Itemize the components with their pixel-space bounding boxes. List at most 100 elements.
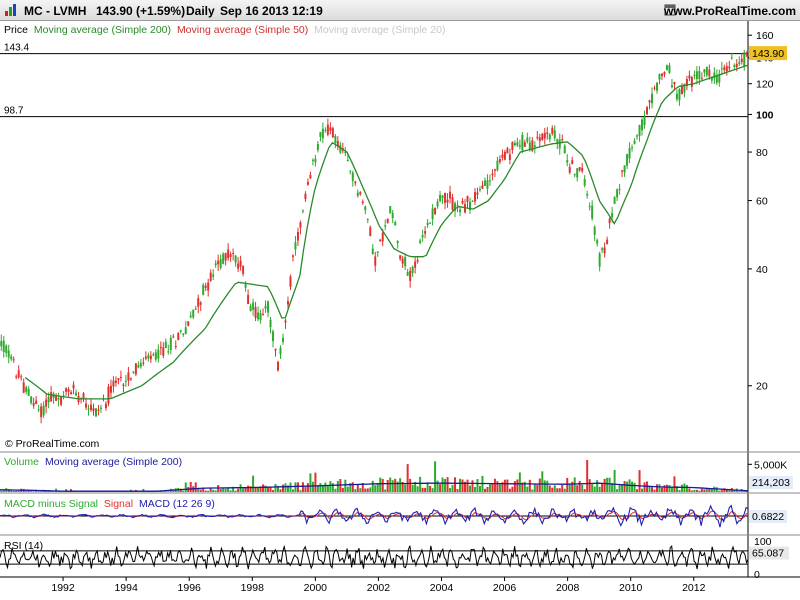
volume-bar [431,488,434,492]
volume-bar [698,490,701,492]
volume-bar [516,479,519,492]
volume-bars-group [0,459,748,492]
volume-bar [361,482,364,492]
candle-body [229,254,232,257]
candle-body [583,179,586,186]
volume-bar [321,484,324,492]
volume-bar [648,486,651,492]
candle-body [15,376,18,378]
candle-body [164,341,167,348]
candle-body [272,331,275,342]
candle-body [713,72,716,79]
volume-value-badge [749,476,793,489]
legend-macd-signal: Signal [104,498,133,510]
candle-body [336,141,339,147]
volume-bar [374,485,377,492]
volume-bar [688,488,691,492]
candle-body [728,66,731,69]
candle-body [207,282,210,291]
candle-body [651,93,654,104]
volume-bar [541,471,544,492]
volume-bar [556,488,559,492]
candle-body [473,192,476,202]
rsi-tick-label: 100 [754,536,772,548]
candle-body [351,172,354,181]
candle-body [94,408,97,417]
candle-body [286,301,289,305]
volume-bar [685,484,688,492]
candle-body [104,403,107,409]
candle-body [424,231,427,234]
volume-bar [396,481,399,492]
candle-body [109,385,112,393]
candle-body [346,159,349,162]
x-tick-label: 2006 [493,582,517,594]
candle-body [601,248,604,251]
candle-body [429,222,432,224]
volume-bar [670,486,673,492]
candle-body [546,132,549,134]
candle-body [17,370,20,378]
candle-body [12,359,15,361]
volume-bar [419,476,422,492]
volume-bar [334,488,337,492]
y-tick-label: 80 [756,147,768,159]
candle-body [75,392,78,396]
volume-bar [631,481,634,492]
candle-body [219,259,222,268]
volume-bar [536,484,539,492]
candle-body [436,201,439,207]
candle-body [628,147,631,159]
volume-bar [466,479,469,492]
volume-bar [319,483,322,492]
candle-body [314,158,317,163]
volume-bar [680,484,683,492]
volume-bar [30,491,33,492]
volume-bar [234,490,237,492]
legend-rsi: RSI (14) [4,540,43,552]
candle-body [655,82,658,91]
candles-group [0,49,748,424]
candle-body [374,256,377,266]
candle-body [449,191,452,199]
volume-bar [406,464,409,492]
volume-bar [733,490,736,492]
candle-body [32,403,35,406]
window-resize-icon[interactable] [664,4,676,16]
x-tick-label: 1994 [114,582,138,594]
volume-bar [468,485,471,492]
volume-bar [264,485,267,492]
volume-bar [272,490,275,492]
volume-bar [289,482,292,492]
candle-body [538,137,541,142]
candle-body [289,276,292,287]
candle-body [42,405,45,416]
y-tick-label: 160 [756,30,774,42]
legend-price: Price [4,24,28,36]
volume-bar [277,485,280,492]
volume-bar [349,483,352,492]
volume-bar [641,488,644,492]
volume-bar [473,486,476,492]
candle-body [568,166,571,173]
prorealtime-logo-icon [5,4,16,16]
candle-body [199,302,202,305]
volume-bar [336,480,339,492]
chart-title-bar: MC - LVMH 143.90 (+1.59%) Daily Sep 16 2… [0,0,800,21]
watermark: © ProRealTime.com [5,438,100,450]
candle-body [321,128,324,139]
candle-body [451,197,454,210]
candle-body [7,350,10,358]
volume-bar [304,487,307,492]
candle-body [643,116,646,126]
candle-body [508,154,511,160]
legend-macd-hist: MACD minus Signal [4,498,98,510]
volume-bar [476,479,479,492]
volume-bar [608,477,611,492]
volume-bar [501,482,504,492]
volume-bar [184,482,187,492]
volume-bar [511,486,514,492]
volume-bar [439,484,442,492]
volume-bar [738,491,741,492]
candle-body [349,170,352,172]
